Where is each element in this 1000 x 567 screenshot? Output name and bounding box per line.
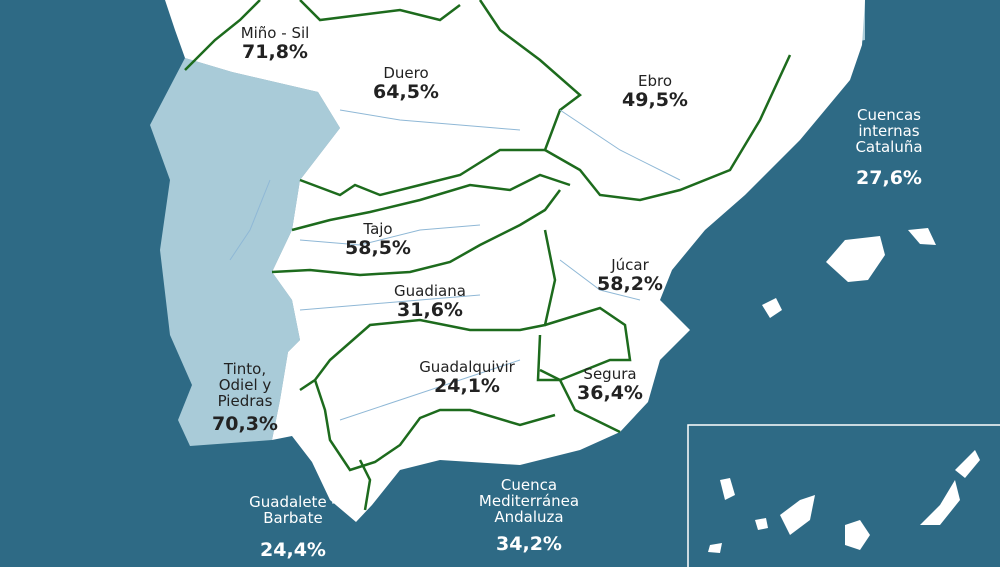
basin-label-tinto-odiel-piedras: Tinto, Odiel y Piedras 70,3% xyxy=(205,360,285,436)
basin-value: 49,5% xyxy=(622,88,688,111)
basin-label-duero: Duero 64,5% xyxy=(373,64,439,103)
basin-name: Miño - Sil xyxy=(240,24,310,42)
basin-borders xyxy=(184,0,792,511)
basin-value: 24,1% xyxy=(434,374,500,397)
mallorca-island xyxy=(826,236,885,282)
basin-name: Tinto, Odiel y Piedras xyxy=(217,360,273,410)
basin-label-jucar: Júcar 58,2% xyxy=(597,256,663,295)
basin-name: Guadiana xyxy=(394,282,466,300)
basin-label-ebro: Ebro 49,5% xyxy=(622,72,688,111)
basin-name: Júcar xyxy=(611,256,649,274)
basin-name: Cuenca Mediterránea Andaluza xyxy=(478,476,580,526)
basin-name: Ebro xyxy=(637,72,673,90)
ibiza-island xyxy=(762,298,782,318)
basin-value: 34,2% xyxy=(496,533,562,556)
basin-label-tajo: Tajo 58,5% xyxy=(345,220,411,259)
basin-name: Duero xyxy=(383,64,429,82)
basin-label-guadalete-barbate: Guadalete -Barbate 24,4% xyxy=(248,493,338,561)
basin-name: Tajo xyxy=(363,220,393,238)
basin-value: 64,5% xyxy=(373,80,439,103)
spain-land xyxy=(165,0,865,522)
basin-label-mino-sil: Miño - Sil 71,8% xyxy=(240,24,310,63)
basin-name: Cuencas internas Cataluña xyxy=(855,106,923,156)
basin-value: 71,8% xyxy=(242,40,308,63)
basin-name: Guadalete -Barbate xyxy=(249,493,337,527)
portugal-region xyxy=(150,58,340,446)
basin-label-segura: Segura 36,4% xyxy=(577,365,643,404)
basin-value: 31,6% xyxy=(397,298,463,321)
menorca-island xyxy=(908,228,936,245)
basin-label-cuenca-mediterranea-andaluza: Cuenca Mediterránea Andaluza 34,2% xyxy=(464,476,594,556)
basin-name: Segura xyxy=(583,365,637,383)
basin-value: 58,2% xyxy=(597,272,663,295)
canary-islands-inset xyxy=(687,424,1000,567)
basin-value: 24,4% xyxy=(260,538,326,561)
basin-value: 27,6% xyxy=(856,167,922,190)
basin-value: 36,4% xyxy=(577,381,643,404)
basin-label-guadiana: Guadiana 31,6% xyxy=(394,282,466,321)
basin-value: 70,3% xyxy=(212,413,278,436)
rivers xyxy=(229,109,681,421)
basin-label-guadalquivir: Guadalquivir 24,1% xyxy=(419,358,515,397)
basin-value: 58,5% xyxy=(345,236,411,259)
basin-label-cuencas-internas-cataluna: Cuencas internas Cataluña 27,6% xyxy=(834,106,944,190)
canary-islands xyxy=(708,450,980,553)
basin-name: Guadalquivir xyxy=(419,358,515,376)
